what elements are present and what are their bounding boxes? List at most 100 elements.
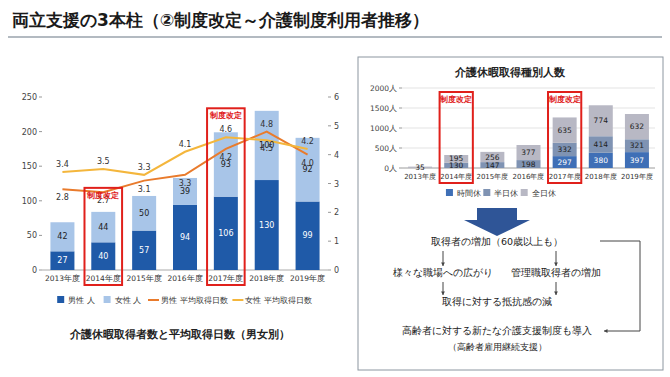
bar-segment xyxy=(214,132,238,196)
chart: 介護休暇取得者数と平均取得日数（男女別）05010015020025001234… xyxy=(22,93,339,341)
bar-label: 256 xyxy=(485,153,500,162)
flow-arrow xyxy=(604,331,640,332)
page-title: 両立支援の3本柱（②制度改定～介護制度利用者推移） xyxy=(12,10,429,30)
big-arrow xyxy=(464,208,530,236)
bar-label: 35 xyxy=(415,163,425,172)
flow-step: 取得者の増加（60歳以上も） xyxy=(431,236,563,247)
annotation: 制度改定 xyxy=(86,190,119,200)
y2-tick xyxy=(328,241,331,242)
y-tick xyxy=(39,270,42,271)
annotation-box xyxy=(548,92,581,183)
bar-segment xyxy=(625,139,649,152)
bar-segment xyxy=(50,251,74,270)
bar-segment xyxy=(255,111,279,180)
bar-label: 635 xyxy=(557,126,572,135)
y2-tick xyxy=(328,183,331,184)
y-tick-label: 150 xyxy=(22,162,37,171)
x-tick-label: 2019年度 xyxy=(621,173,653,181)
bar-segment xyxy=(625,114,649,139)
y2-tick xyxy=(328,270,331,271)
bar-segment xyxy=(625,152,649,168)
legend-swatch xyxy=(232,299,243,301)
bar-label: 414 xyxy=(594,140,609,149)
line-label: 3.3 xyxy=(138,163,151,172)
bar-segment xyxy=(553,143,577,156)
flow-step: 取得に対する抵抗感の減 xyxy=(442,296,552,307)
y-tick-label: 0 xyxy=(32,266,37,275)
flow-arrowhead xyxy=(554,262,558,266)
bar-label: 57 xyxy=(139,246,149,255)
bar-label: 40 xyxy=(98,252,108,261)
bar-segment xyxy=(296,201,320,270)
y-tick xyxy=(39,166,42,167)
chart: 介護休暇取得種別人数0人500人1000人1500人2000人2013年度201… xyxy=(370,66,655,198)
chart-title: 介護休暇取得者数と平均取得日数（男女別） xyxy=(69,328,290,341)
bar-segment xyxy=(444,155,468,163)
x-tick-label: 2017年度 xyxy=(549,173,581,181)
bar-segment xyxy=(50,222,74,251)
bar-segment xyxy=(132,196,156,231)
flow-step: 高齢者に対する新たな介護支援制度も導入 xyxy=(402,325,592,336)
annotation: 制度改定 xyxy=(209,110,242,120)
annotation: 制度改定 xyxy=(439,94,472,104)
bar-segment xyxy=(589,105,613,136)
y2-tick-label: 3 xyxy=(334,180,339,189)
panel-frame xyxy=(358,57,663,370)
flow-bracket xyxy=(600,241,640,331)
flow-step: （高齢者雇用継続支援） xyxy=(448,342,547,352)
line-label: 4.0 xyxy=(301,159,314,168)
y2-tick-label: 4 xyxy=(334,151,339,160)
data-labels: 27405794106130994244503993100922.82.73.1… xyxy=(56,120,314,266)
y-tick xyxy=(399,88,402,89)
y-tick xyxy=(399,108,402,109)
bar-label: 39 xyxy=(180,187,190,196)
x-tick-label: 2015年度 xyxy=(476,173,508,181)
line-label: 3.3 xyxy=(179,179,192,188)
legend-swatch xyxy=(521,189,528,196)
annotation: 制度改定 xyxy=(548,94,581,104)
y-tick xyxy=(399,128,402,129)
line xyxy=(62,137,307,174)
flow-arrowhead xyxy=(604,329,608,333)
legend-label: 女性 人 xyxy=(115,296,142,305)
slide: 両立支援の3本柱（②制度改定～介護制度利用者推移） 介護休暇取得者数と平均取得日数… xyxy=(0,0,670,377)
y2-tick-label: 5 xyxy=(334,122,339,131)
bar-label: 42 xyxy=(57,232,67,241)
line-label: 3.1 xyxy=(138,185,151,194)
x-tick-label: 2013年度 xyxy=(45,274,80,283)
bar-segment xyxy=(214,197,238,270)
legend-swatch xyxy=(446,189,453,196)
bar-segment xyxy=(553,117,577,142)
legend-label: 女性 平均取得日数 xyxy=(245,296,312,305)
x-tick-label: 2018年度 xyxy=(585,173,617,181)
legend-swatch xyxy=(483,189,490,196)
y-tick-label: 500人 xyxy=(375,144,397,153)
line-label: 4.2 xyxy=(219,153,232,162)
y-tick xyxy=(39,131,42,132)
annotation-box xyxy=(440,92,473,183)
annotation-box xyxy=(207,108,245,285)
bar-segment xyxy=(255,180,279,270)
y-tick xyxy=(39,97,42,98)
bar-label: 198 xyxy=(521,160,536,169)
bar-label: 380 xyxy=(594,156,609,165)
y-tick-label: 1500人 xyxy=(370,104,397,113)
bar-label: 397 xyxy=(630,156,645,165)
legend-label: 時間休 xyxy=(457,189,481,198)
line-label: 4.2 xyxy=(301,137,314,146)
x-tick-label: 2018年度 xyxy=(249,274,284,283)
x-tick-label: 2016年度 xyxy=(513,173,545,181)
line-label: 4.5 xyxy=(260,144,273,153)
y-tick-label: 0人 xyxy=(384,164,397,173)
y-tick xyxy=(399,148,402,149)
data-labels: 2973803971301471983324143213519525637763… xyxy=(415,116,644,172)
line-label: 4.1 xyxy=(179,140,192,149)
bar-segment xyxy=(589,153,613,168)
bar-label: 44 xyxy=(98,223,108,232)
legend-swatch xyxy=(148,299,159,301)
bar-segment xyxy=(91,212,115,242)
y2-tick xyxy=(328,125,331,126)
flow-arrowhead xyxy=(441,291,445,295)
bar-label: 106 xyxy=(218,229,233,238)
y-tick xyxy=(399,168,402,169)
